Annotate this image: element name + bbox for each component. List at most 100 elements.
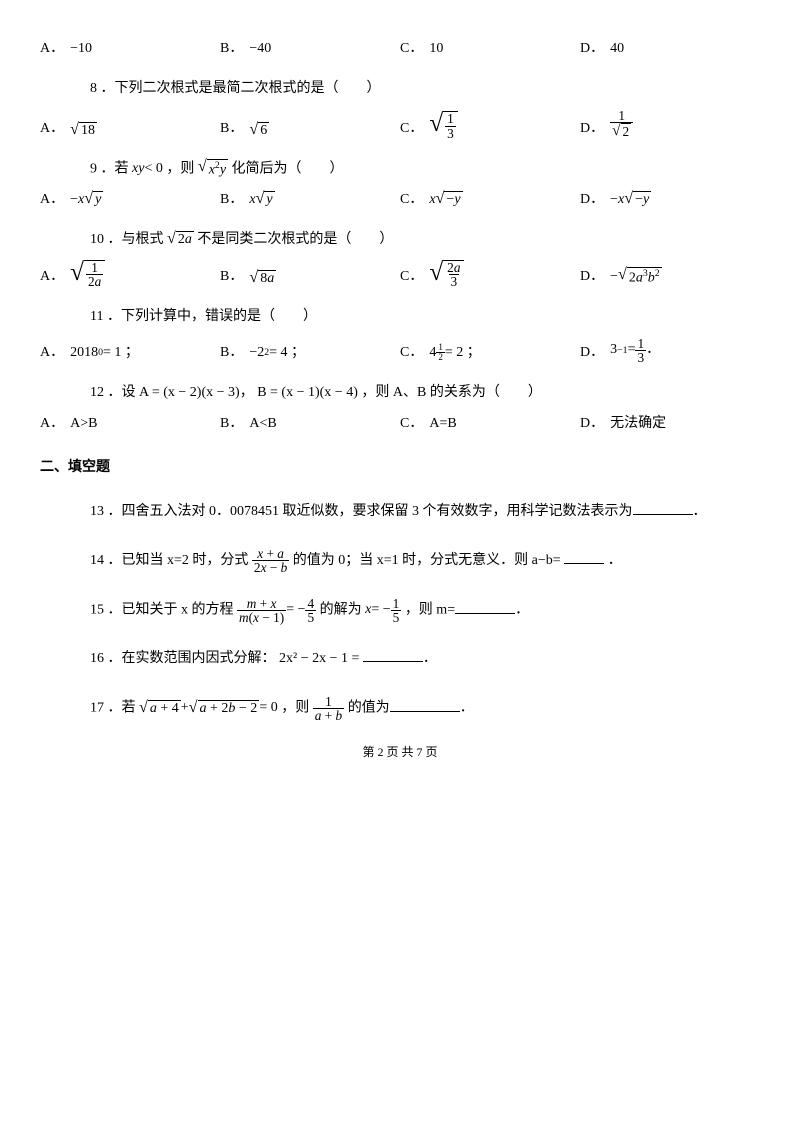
q11-opt-b: B． −22 = 4 ； [220,342,400,364]
q15-pre: 15 ．已知关于 x 的方程 [90,603,234,618]
q12-opt-a: A． A>B [40,413,220,435]
q14-tail: ． [608,553,622,568]
q15-blank [455,597,515,613]
q16-tail: ． [423,651,437,666]
q9-opt-b: B． x√y [220,189,400,211]
label-a: A． [40,38,64,60]
q13-body: 13 ．四舍五入法对 0．0078451 取近似数，要求保留 3 个有效数字，用… [90,504,633,519]
label-b: B． [220,342,243,364]
q9-text: 9 ．若 xy < 0 ，则 √x2y 化简后为（ ） [90,158,760,181]
label-c: C． [400,118,423,140]
q10-pre: 10 ．与根式 [90,232,164,247]
label-c: C． [400,189,423,211]
label-b: B． [220,413,243,435]
q10-post: 不是同类二次根式的是（ ） [197,232,393,247]
q8-text: 8 ．下列二次根式是最简二次根式的是（ ） [90,78,760,100]
q12-opt-b: B． A<B [220,413,400,435]
q7-options: A． −10 B． −40 C． 10 D． 40 [40,38,760,60]
q10-opt-a: A． √12a [40,260,220,289]
q7-opt-d: D． 40 [580,38,760,60]
label-d: D． [580,189,604,211]
label-a: A． [40,342,64,364]
label-c: C． [400,266,423,288]
q7-a-val: −10 [70,38,92,60]
q14-blank [564,548,604,564]
q15-mid: 的解为 [320,603,362,618]
label-b: B． [220,189,243,211]
q7-d-val: 40 [610,38,624,60]
q12-a: A = (x − 2)(x − 3) [139,385,240,400]
q9-pre: 9 ．若 [90,161,129,176]
label-a: A． [40,266,64,288]
q12-pre: 12 ．设 [90,385,136,400]
label-a: A． [40,413,64,435]
label-a: A． [40,189,64,211]
q17-pre: 17 ．若 [90,701,136,716]
q11-options: A． 20180 = 1 ； B． −22 = 4 ； C． 412 = 2 ；… [40,337,760,365]
q14-mid: 的值为 0；当 x=1 时，分式无意义．则 a−b= [293,553,564,568]
q10-text: 10 ．与根式 √2a 不是同类二次根式的是（ ） [90,229,760,251]
q15-text: 15 ．已知关于 x 的方程 m + xm(x − 1) = −45 的解为 x… [90,595,760,626]
q7-c-val: 10 [429,38,443,60]
q14-text: 14 ．已知当 x=2 时，分式 x + a2x − b 的值为 0；当 x=1… [90,546,760,577]
q8-opt-b: B． √6 [220,118,400,140]
q9-options: A． −x√y B． x√y C． x√−y D． −x√−y [40,189,760,211]
q10-opt-c: C． √2a3 [400,260,580,289]
q7-b-val: −40 [249,38,271,60]
q14-pre: 14 ．已知当 x=2 时，分式 [90,553,248,568]
label-b: B． [220,266,243,288]
q12-a-val: A>B [70,413,97,435]
q12-opt-d: D． 无法确定 [580,413,760,435]
q12-d-val: 无法确定 [610,413,666,435]
q17-mid: ，则 [281,701,309,716]
q11-text: 11 ．下列计算中，错误的是（ ） [90,306,760,328]
page-footer: 第 2 页 共 7 页 [40,743,760,762]
q7-opt-c: C． 10 [400,38,580,60]
q9-opt-c: C． x√−y [400,189,580,211]
q7-opt-a: A． −10 [40,38,220,60]
q17-post: 的值为 [348,701,390,716]
q9-mid: ，则 [166,161,194,176]
q16-blank [363,646,423,662]
q11-opt-a: A． 20180 = 1 ； [40,342,220,364]
section-2-header: 二、填空题 [40,457,760,479]
q8-opt-c: C． √13 [400,111,580,140]
q10-opt-d: D． −√2a3b2 [580,266,760,288]
q9-opt-a: A． −x√y [40,189,220,211]
label-d: D． [580,266,604,288]
q11-opt-d: D． 3−1 = 13 ． [580,337,760,365]
q12-b: B = (x − 1)(x − 4) [257,385,358,400]
q13-blank [633,499,693,515]
label-c: C． [400,342,423,364]
q17-text: 17 ．若 √a + 4 + √a + 2b − 2 = 0 ，则 1a + b… [90,693,760,724]
q9-opt-d: D． −x√−y [580,189,760,211]
label-d: D． [580,342,604,364]
q12-b-val: A<B [249,413,276,435]
label-b: B． [220,118,243,140]
q15-post: ，则 m= [405,603,455,618]
q11-opt-c: C． 412 = 2 ； [400,342,580,364]
label-b: B． [220,38,243,60]
q16-pre: 16 ．在实数范围内因式分解： [90,651,276,666]
q12-options: A． A>B B． A<B C．A=B D． 无法确定 [40,413,760,435]
q12-opt-c: C．A=B [400,413,580,435]
q16-expr: 2x² − 2x − 1 = [279,651,363,666]
q17-blank [390,695,460,711]
q8-opt-a: A． √18 [40,118,220,140]
label-a: A． [40,118,64,140]
q10-options: A． √12a B． √8a C． √2a3 D． −√2a3b2 [40,260,760,289]
q8-opt-d: D． 1√2 [580,109,760,140]
label-c: C． [400,38,423,60]
q15-tail: ． [515,603,529,618]
q17-tail: ． [460,701,474,716]
q9-post: 化简后为（ ） [232,161,344,176]
label-d: D． [580,118,604,140]
q12-post: ，则 A、B 的关系为（ ） [361,385,541,400]
q16-text: 16 ．在实数范围内因式分解： 2x² − 2x − 1 = ． [90,644,760,675]
label-d: D． [580,413,604,435]
q13-text: 13 ．四舍五入法对 0．0078451 取近似数，要求保留 3 个有效数字，用… [90,497,760,528]
label-d: D． [580,38,604,60]
q13-tail: ． [693,504,707,519]
q7-opt-b: B． −40 [220,38,400,60]
q10-opt-b: B． √8a [220,266,400,288]
